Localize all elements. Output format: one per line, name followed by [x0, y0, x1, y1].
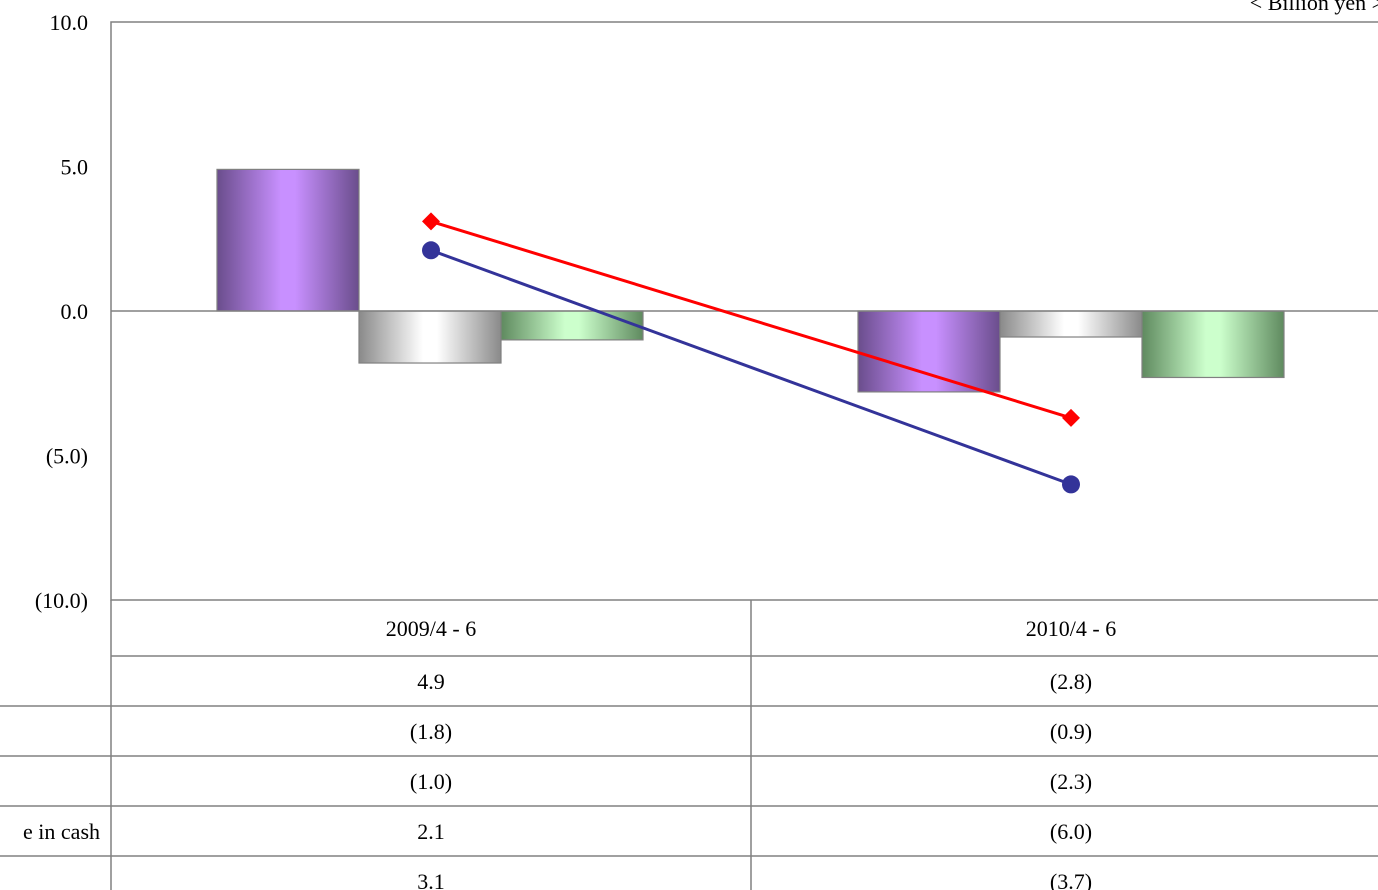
table-cell: (3.7) [1050, 869, 1092, 890]
y-tick-label: (10.0) [35, 588, 88, 613]
table-cell: (6.0) [1050, 819, 1092, 844]
y-tick-label: 5.0 [61, 155, 89, 180]
y-tick-label: 10.0 [50, 10, 89, 35]
bar-series1-2 [857, 310, 1001, 393]
y-tick-label: (5.0) [46, 444, 88, 469]
table-cell: 4.9 [417, 669, 445, 694]
table-cell: (1.0) [410, 769, 452, 794]
x-category-label: 2009/4 - 6 [386, 616, 476, 641]
table-cell: 3.1 [417, 869, 445, 890]
x-category-label: 2010/4 - 6 [1026, 616, 1116, 641]
bar-series3-1 [500, 310, 644, 341]
table-cell: (1.8) [410, 719, 452, 744]
table-cell: (2.8) [1050, 669, 1092, 694]
bar-series1-1 [216, 168, 360, 312]
line-series1 [430, 248, 1072, 486]
y-tick-label: 0.0 [61, 299, 89, 324]
line-series2-point-2 [1062, 408, 1080, 427]
bar-series2-2 [999, 310, 1143, 338]
unit-label: < Billion yen > [1249, 0, 1378, 15]
table-cell: (0.9) [1050, 719, 1092, 744]
line-series1-point-1 [422, 241, 440, 260]
bar-series3-2 [1141, 310, 1285, 379]
line-series2-point-1 [422, 212, 440, 231]
line-series2 [430, 219, 1072, 420]
table-cell: (2.3) [1050, 769, 1092, 794]
line-series1-point-2 [1062, 475, 1080, 494]
table-cell: 2.1 [417, 819, 445, 844]
bar-series2-1 [358, 310, 502, 364]
table-row-label: e in cash [23, 819, 100, 844]
